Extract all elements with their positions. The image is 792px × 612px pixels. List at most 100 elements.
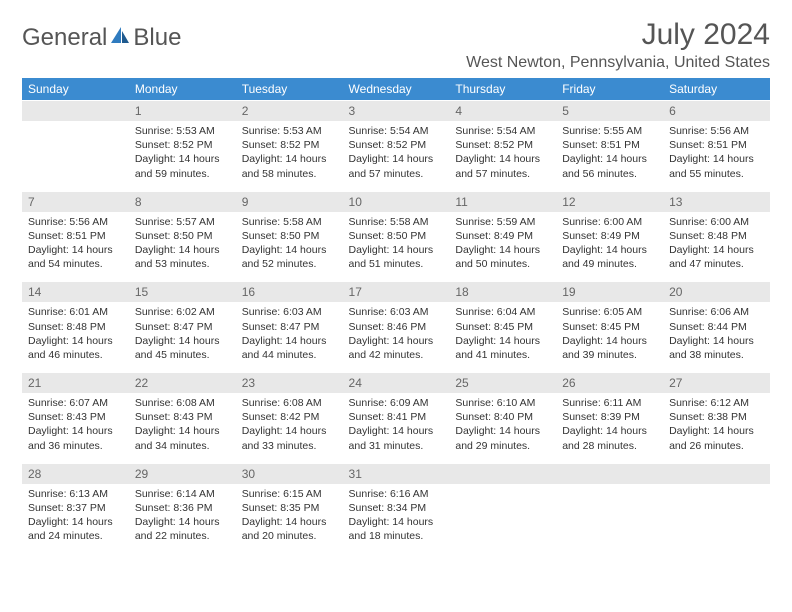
sunrise-text: Sunrise: 6:03 AM (242, 305, 337, 319)
dl1-text: Daylight: 14 hours (135, 515, 230, 529)
day-detail-row: Sunrise: 6:01 AMSunset: 8:48 PM Daylight:… (22, 302, 770, 372)
day-detail-row: Sunrise: 6:13 AMSunset: 8:37 PMDaylight:… (22, 484, 770, 554)
day-number: 2 (236, 101, 343, 122)
header: General Blue July 2024 West Newton, Penn… (22, 18, 770, 72)
sunrise-text: Sunrise: 5:54 AM (349, 124, 444, 138)
day-detail: Sunrise: 6:08 AMSunset: 8:43 PMDaylight:… (129, 393, 236, 463)
sunset-text: Sunset: 8:35 PM (242, 501, 337, 515)
day-detail: Sunrise: 6:01 AMSunset: 8:48 PMDaylight:… (22, 302, 129, 372)
day-detail: Sunrise: 6:04 AMSunset: 8:45 PMDaylight:… (449, 302, 556, 372)
sunrise-text: Sunrise: 5:53 AM (135, 124, 230, 138)
dl2-text: and 38 minutes. (669, 348, 764, 362)
dl1-text: Daylight: 14 hours (455, 424, 550, 438)
day-detail: Sunrise: 6:03 AMSunset: 8:46 PMDaylight:… (343, 302, 450, 372)
day-detail: Sunrise: 6:05 AMSunset: 8:45 PMDaylight:… (556, 302, 663, 372)
day-header: Friday (556, 78, 663, 101)
sunrise-text: Sunrise: 5:53 AM (242, 124, 337, 138)
sunrise-text: Sunrise: 6:00 AM (562, 215, 657, 229)
day-detail: Sunrise: 6:03 AMSunset: 8:47 PMDaylight:… (236, 302, 343, 372)
dl2-text: and 39 minutes. (562, 348, 657, 362)
day-number: 14 (22, 282, 129, 303)
dl1-text: Daylight: 14 hours (242, 424, 337, 438)
day-number: 16 (236, 282, 343, 303)
day-number: 29 (129, 463, 236, 484)
sunrise-text: Sunrise: 6:11 AM (562, 396, 657, 410)
sunset-text: Sunset: 8:48 PM (28, 320, 123, 334)
dl1-text: Daylight: 14 hours (669, 243, 764, 257)
dl1-text: Daylight: 14 hours (562, 152, 657, 166)
sunrise-text: Sunrise: 5:55 AM (562, 124, 657, 138)
day-number (556, 463, 663, 484)
day-number: 6 (663, 101, 770, 122)
day-detail: Sunrise: 5:58 AMSunset: 8:50 PMDaylight:… (236, 212, 343, 282)
dl2-text: and 34 minutes. (135, 439, 230, 453)
day-detail: Sunrise: 5:54 AMSunset: 8:52 PMDaylight:… (343, 121, 450, 191)
sunset-text: Sunset: 8:46 PM (349, 320, 444, 334)
dl2-text: and 44 minutes. (242, 348, 337, 362)
title-block: July 2024 West Newton, Pennsylvania, Uni… (466, 18, 770, 72)
sunrise-text: Sunrise: 6:12 AM (669, 396, 764, 410)
day-header: Tuesday (236, 78, 343, 101)
sunset-text: Sunset: 8:42 PM (242, 410, 337, 424)
dl2-text: and 29 minutes. (455, 439, 550, 453)
sunrise-text: Sunrise: 5:59 AM (455, 215, 550, 229)
day-header: Saturday (663, 78, 770, 101)
sunset-text: Sunset: 8:47 PM (135, 320, 230, 334)
day-detail-row: Sunrise: 5:53 AMSunset: 8:52 PMDaylight:… (22, 121, 770, 191)
dl1-text: Daylight: 14 hours (455, 152, 550, 166)
day-detail: Sunrise: 6:16 AMSunset: 8:34 PMDaylight:… (343, 484, 450, 554)
day-detail: Sunrise: 5:56 AMSunset: 8:51 PMDaylight:… (663, 121, 770, 191)
day-detail (22, 121, 129, 191)
dl1-text: Daylight: 14 hours (135, 334, 230, 348)
dl2-text: and 49 minutes. (562, 257, 657, 271)
sunset-text: Sunset: 8:50 PM (242, 229, 337, 243)
day-number (22, 101, 129, 122)
day-number: 23 (236, 373, 343, 394)
day-number: 27 (663, 373, 770, 394)
day-number: 7 (22, 191, 129, 212)
day-detail: Sunrise: 6:14 AMSunset: 8:36 PMDaylight:… (129, 484, 236, 554)
dl1-text: Daylight: 14 hours (349, 152, 444, 166)
day-header: Monday (129, 78, 236, 101)
day-number: 5 (556, 101, 663, 122)
dl1-text: Daylight: 14 hours (562, 424, 657, 438)
sunrise-text: Sunrise: 6:05 AM (562, 305, 657, 319)
dl2-text: and 18 minutes. (349, 529, 444, 543)
day-number: 3 (343, 101, 450, 122)
dl2-text: and 20 minutes. (242, 529, 337, 543)
dl1-text: Daylight: 14 hours (349, 424, 444, 438)
day-detail-row: Sunrise: 6:07 AMSunset: 8:43 PMDaylight:… (22, 393, 770, 463)
day-number (663, 463, 770, 484)
day-header: Thursday (449, 78, 556, 101)
dl1-text: Daylight: 14 hours (135, 243, 230, 257)
day-number: 15 (129, 282, 236, 303)
day-number: 28 (22, 463, 129, 484)
sunset-text: Sunset: 8:52 PM (135, 138, 230, 152)
dl2-text: and 47 minutes. (669, 257, 764, 271)
sunrise-text: Sunrise: 5:58 AM (242, 215, 337, 229)
sunset-text: Sunset: 8:50 PM (135, 229, 230, 243)
sunset-text: Sunset: 8:37 PM (28, 501, 123, 515)
dl2-text: and 55 minutes. (669, 167, 764, 181)
dl1-text: Daylight: 14 hours (28, 424, 123, 438)
dl1-text: Daylight: 14 hours (242, 334, 337, 348)
dl1-text: Daylight: 14 hours (669, 334, 764, 348)
dl1-text: Daylight: 14 hours (135, 424, 230, 438)
day-detail: Sunrise: 6:11 AMSunset: 8:39 PMDaylight:… (556, 393, 663, 463)
day-number: 31 (343, 463, 450, 484)
dl2-text: and 57 minutes. (349, 167, 444, 181)
sunrise-text: Sunrise: 6:00 AM (669, 215, 764, 229)
dl1-text: Daylight: 14 hours (28, 515, 123, 529)
day-number-row: 21222324252627 (22, 373, 770, 394)
sunset-text: Sunset: 8:43 PM (135, 410, 230, 424)
sunrise-text: Sunrise: 5:54 AM (455, 124, 550, 138)
sunset-text: Sunset: 8:45 PM (562, 320, 657, 334)
dl1-text: Daylight: 14 hours (349, 334, 444, 348)
day-detail: Sunrise: 6:15 AMSunset: 8:35 PMDaylight:… (236, 484, 343, 554)
day-number-row: 123456 (22, 101, 770, 122)
dl2-text: and 57 minutes. (455, 167, 550, 181)
day-number-row: 28293031 (22, 463, 770, 484)
sunrise-text: Sunrise: 6:01 AM (28, 305, 123, 319)
sunset-text: Sunset: 8:49 PM (455, 229, 550, 243)
dl2-text: and 31 minutes. (349, 439, 444, 453)
